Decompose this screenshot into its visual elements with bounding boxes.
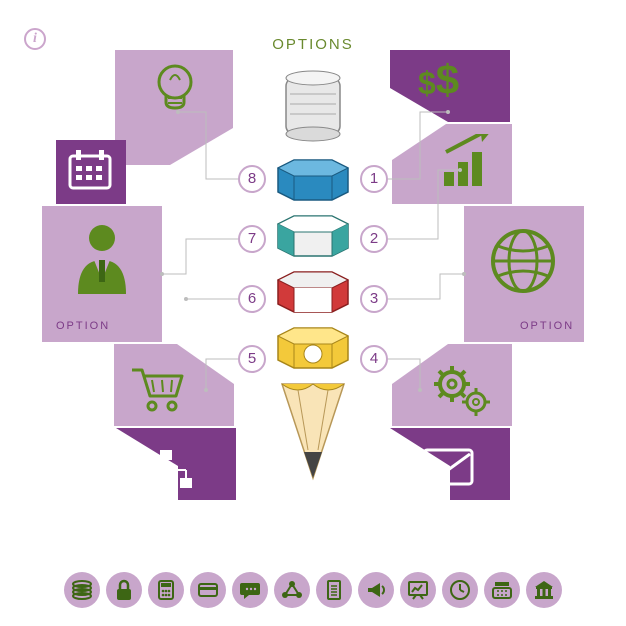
clock-icon	[442, 572, 478, 608]
pencil-seg-teal	[270, 214, 356, 262]
infographic-stage: $$ OPTION OPTION	[0, 0, 626, 626]
number-3: 3	[360, 285, 388, 313]
number-7: 7	[238, 225, 266, 253]
mega-icon	[358, 572, 394, 608]
pencil-seg-red	[270, 270, 356, 318]
pencil-seg-yellow	[270, 326, 356, 374]
pencil-tip	[278, 380, 348, 500]
card-icon	[190, 572, 226, 608]
number-6: 6	[238, 285, 266, 313]
lock-icon	[106, 572, 142, 608]
bank-icon	[526, 572, 562, 608]
pencil	[270, 70, 356, 510]
share-icon	[274, 572, 310, 608]
pencil-seg-blue	[270, 158, 356, 206]
coins-icon	[64, 572, 100, 608]
number-4: 4	[360, 345, 388, 373]
chat-icon	[232, 572, 268, 608]
number-1: 1	[360, 165, 388, 193]
bottom-icon-row	[64, 572, 562, 608]
doc-icon	[316, 572, 352, 608]
number-2: 2	[360, 225, 388, 253]
board-icon	[400, 572, 436, 608]
number-5: 5	[238, 345, 266, 373]
phone-icon	[484, 572, 520, 608]
calc-icon	[148, 572, 184, 608]
pencil-ferrule	[280, 70, 346, 150]
number-8: 8	[238, 165, 266, 193]
